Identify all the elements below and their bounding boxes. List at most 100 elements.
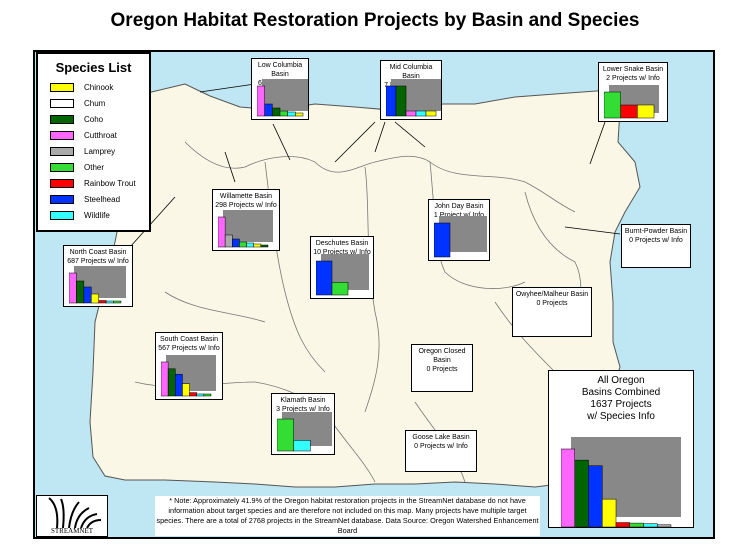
logo-text: STREAMNET bbox=[51, 527, 93, 535]
basin-box-klamath: Klamath Basin 3 Projects w/ Info bbox=[271, 393, 335, 455]
legend-label: Wildlife bbox=[84, 210, 110, 220]
legend-swatch bbox=[50, 130, 74, 140]
bar bbox=[637, 104, 655, 119]
bar bbox=[76, 280, 85, 304]
bar bbox=[113, 300, 122, 304]
bar bbox=[615, 522, 630, 528]
bar-chart bbox=[434, 216, 487, 258]
legend-swatch bbox=[50, 146, 74, 156]
legend-swatch bbox=[50, 194, 74, 204]
all-oregon-line: 1637 Projects bbox=[590, 399, 652, 410]
legend-label: Cutthroat bbox=[84, 130, 117, 140]
basin-projects: 10 Projects w/ Info bbox=[313, 249, 371, 256]
bar bbox=[98, 300, 107, 304]
basin-name: North Coast Basin bbox=[69, 249, 127, 256]
basin-projects: 0 Projects bbox=[426, 366, 458, 373]
legend-swatch bbox=[50, 82, 74, 92]
bar bbox=[224, 234, 233, 248]
bar bbox=[561, 448, 575, 528]
basin-name: Low Columbia Basin bbox=[257, 62, 303, 78]
bar bbox=[69, 272, 77, 304]
basin-projects: 298 Projects w/ Info bbox=[215, 202, 277, 209]
basin-name: Mid Columbia Basin bbox=[389, 64, 433, 80]
legend-item: Wildlife bbox=[50, 207, 149, 223]
legend-label: Rainbow Trout bbox=[84, 178, 136, 188]
species-legend: Species List Chinook Chum Coho Cutthroat Lam… bbox=[36, 52, 151, 232]
basin-box-john-day: John Day Basin 1 Project w/ Info bbox=[428, 199, 490, 261]
bar bbox=[232, 238, 240, 248]
bar bbox=[415, 110, 427, 117]
bar bbox=[574, 459, 589, 528]
basin-box-north-coast: North Coast Basin 687 Projects w/ Info bbox=[63, 245, 133, 307]
legend-swatch bbox=[50, 162, 74, 172]
bar bbox=[203, 393, 212, 397]
basin-projects: 1 Project w/ Info bbox=[433, 212, 485, 219]
legend-swatch bbox=[50, 210, 74, 220]
basin-name: Goose Lake Basin bbox=[412, 434, 470, 441]
bar bbox=[293, 440, 311, 452]
chart-wall bbox=[223, 210, 273, 242]
streamnet-logo: STREAMNET bbox=[36, 495, 108, 537]
bar bbox=[246, 242, 254, 248]
bar bbox=[196, 393, 205, 397]
basin-projects: 0 Projects w/ Info bbox=[629, 237, 683, 244]
bar bbox=[257, 85, 265, 117]
legend-item: Coho bbox=[50, 111, 149, 127]
legend-label: Steelhead bbox=[84, 194, 121, 204]
bar bbox=[161, 361, 169, 397]
basin-box-closed: Oregon Closed Basin 0 Projects bbox=[411, 344, 473, 392]
bar bbox=[253, 243, 262, 248]
bar bbox=[295, 112, 304, 117]
basin-box-willamette: Willamette Basin 298 Projects w/ Info bbox=[212, 189, 280, 251]
legend-label: Chum bbox=[84, 98, 106, 108]
basin-name: Lower Snake Basin bbox=[602, 66, 664, 73]
legend-item: Chinook bbox=[50, 79, 149, 95]
basin-box-south-coast: South Coast Basin 567 Projects w/ Info bbox=[155, 332, 223, 400]
basin-name: Klamath Basin bbox=[280, 397, 326, 404]
bar bbox=[604, 91, 621, 119]
basin-box-burnt-powder: Burnt-Powder Basin 0 Projects w/ Info bbox=[621, 224, 691, 268]
bar bbox=[602, 498, 617, 528]
bar bbox=[425, 110, 437, 117]
all-oregon-box: All Oregon Basins Combined 1637 Projects w/… bbox=[548, 370, 694, 528]
basin-box-goose-lake: Goose Lake Basin 0 Projects w/ Info bbox=[405, 430, 477, 472]
bar bbox=[657, 524, 672, 528]
basin-projects: 567 Projects w/ Info bbox=[158, 345, 220, 352]
chart-wall bbox=[321, 254, 369, 290]
bar bbox=[83, 286, 92, 304]
bar-chart bbox=[316, 254, 369, 296]
basin-box-owyhee: Owyhee/Malheur Basin 0 Projects bbox=[512, 287, 592, 337]
bar bbox=[588, 465, 603, 528]
legend-title: Species List bbox=[55, 60, 132, 75]
basin-name: Burnt-Powder Basin bbox=[624, 228, 688, 235]
bar bbox=[105, 300, 114, 304]
basin-name: Owyhee/Malheur Basin bbox=[515, 291, 589, 298]
bar-chart bbox=[218, 210, 273, 248]
bar bbox=[395, 85, 407, 117]
legend-item: Other bbox=[50, 159, 149, 175]
bar-chart bbox=[561, 437, 681, 528]
legend-swatch bbox=[50, 114, 74, 124]
bar bbox=[331, 282, 349, 296]
legend-item: Lamprey bbox=[50, 143, 149, 159]
basin-name: Oregon Closed Basin bbox=[418, 348, 466, 364]
legend-item: Rainbow Trout bbox=[50, 175, 149, 191]
basin-name: Willamette Basin bbox=[219, 193, 273, 200]
basin-name: South Coast Basin bbox=[160, 336, 218, 343]
legend-item: Chum bbox=[50, 95, 149, 111]
bar bbox=[405, 110, 417, 117]
bar bbox=[218, 216, 226, 248]
all-oregon-line: Basins Combined bbox=[581, 387, 661, 398]
basin-name: Deschutes Basin bbox=[315, 240, 369, 247]
bar bbox=[620, 104, 638, 119]
legend-item: Cutthroat bbox=[50, 127, 149, 143]
legend-label: Other bbox=[84, 162, 105, 172]
bar-chart bbox=[277, 412, 332, 452]
bar bbox=[434, 222, 451, 258]
legend-items: Chinook Chum Coho Cutthroat Lamprey Other Rain… bbox=[38, 79, 149, 223]
chart-wall bbox=[262, 79, 308, 111]
bar-chart bbox=[257, 79, 308, 117]
bar bbox=[287, 111, 296, 117]
